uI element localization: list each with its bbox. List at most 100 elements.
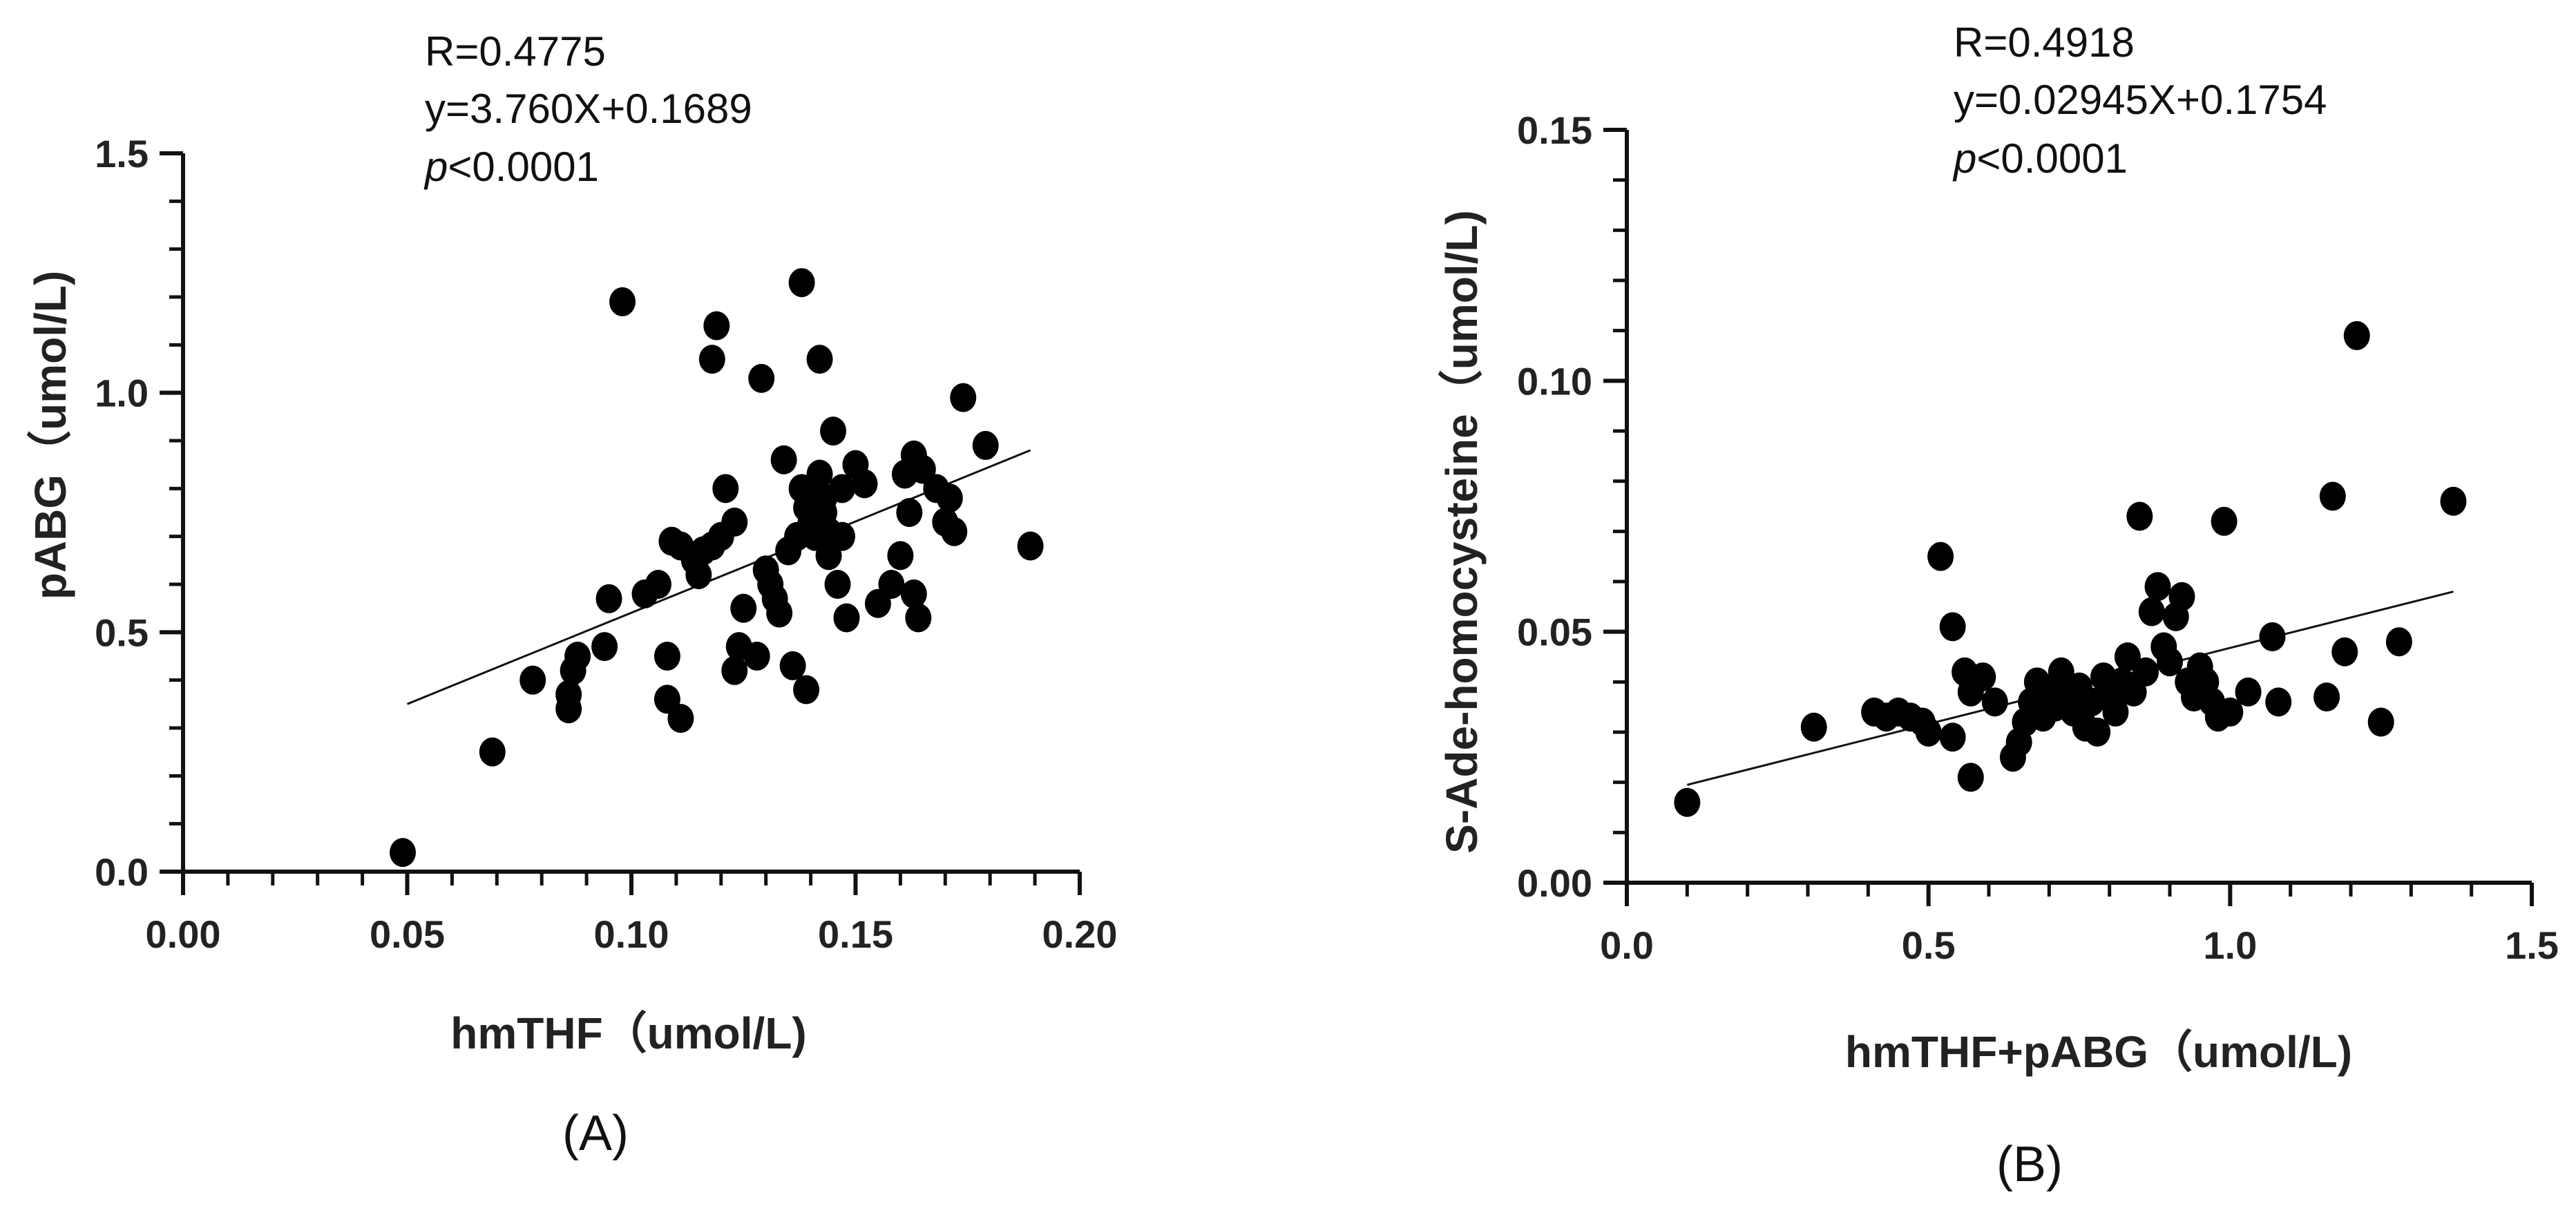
panel-b-x-axis-title: hmTHF+pABG（umol/L) [1845,1027,2352,1077]
a-data-point [667,704,694,734]
a-x-tick-label: 0.20 [1042,912,1118,956]
a-data-point [766,598,793,628]
a-data-point [905,603,932,633]
a-x-tick-label: 0.15 [818,912,893,956]
a-data-point [788,268,815,298]
a-y-tick-label: 1.0 [95,372,149,415]
b-data-point [2235,677,2262,707]
a-data-point [564,642,591,671]
a-data-point [941,517,968,546]
b-data-point [1957,763,1984,792]
panel-a-equation: y=3.760X+0.1689 [425,86,752,132]
b-y-tick-label: 0.00 [1517,861,1592,905]
b-x-tick-label: 0.5 [1902,923,1956,967]
a-data-point [698,345,725,374]
panel-a-p-symbol: p [423,144,448,190]
a-data-point [900,579,927,608]
a-data-point [806,345,833,374]
a-data-point [730,593,757,623]
b-data-point [2385,627,2412,657]
a-data-point [896,498,923,527]
a-data-point [712,474,739,504]
b-data-point [2048,657,2074,687]
a-y-tick-label: 0.0 [95,850,149,894]
panel-a-scatter: R=0.4775 y=3.760X+0.1689 p<0.0001 0.00 0.… [26,28,1118,1161]
b-data-point [1674,787,1701,817]
a-x-tick-label: 0.00 [146,912,221,956]
a-data-point [779,651,806,680]
a-data-point [793,675,820,705]
panel-a-points [390,268,1044,868]
b-x-tick-label: 0.0 [1600,923,1654,967]
panel-a-annotation: R=0.4775 y=3.760X+0.1689 p<0.0001 [423,28,752,190]
panel-a-axes: 0.00 0.05 0.10 0.15 0.20 0.0 0.5 1.0 1.5 [95,132,1117,956]
b-data-point [1981,687,2008,717]
a-data-point [653,642,680,671]
panel-b-axes: 0.0 0.5 1.0 1.5 0.00 0.05 0.10 0.15 [1517,108,2559,967]
panel-b-equation: y=0.02945X+0.1754 [1954,77,2327,123]
b-data-point [2168,582,2195,611]
a-data-point [887,541,914,571]
b-x-tick-label: 1.5 [2505,923,2559,967]
a-data-point [479,737,506,767]
a-data-point [820,416,847,446]
b-data-point [1915,718,1942,747]
a-data-point [595,584,622,613]
b-y-tick-label: 0.10 [1517,359,1592,403]
a-data-point [770,445,797,475]
panel-a-label: (A) [562,1106,629,1161]
b-data-point [1927,542,1954,571]
a-data-point [748,363,775,393]
a-data-point [743,642,770,671]
b-data-point [2157,647,2183,677]
a-data-point [555,680,582,709]
b-x-tick-label: 1.0 [2203,923,2257,967]
panel-b-points [1674,320,2467,817]
a-data-point [591,632,618,662]
b-data-point [2319,481,2346,511]
b-data-point [2259,622,2286,651]
panel-b-r-value: R=0.4918 [1954,19,2135,66]
a-data-point [519,665,546,695]
b-data-point [1939,612,1966,642]
b-data-point [2144,572,2171,602]
b-data-point [2133,657,2159,687]
a-data-point [685,560,712,590]
panel-b-scatter: R=0.4918 y=0.02945X+0.1754 p<0.0001 0.0 0… [1437,19,2559,1192]
panel-b-p-value: p<0.0001 [1952,135,2128,182]
a-data-point [878,570,905,599]
b-data-point [2138,597,2165,626]
panel-a-r-value: R=0.4775 [425,28,606,75]
panel-b-annotation: R=0.4918 y=0.02945X+0.1754 p<0.0001 [1952,19,2327,182]
a-y-tick-label: 0.5 [95,611,149,654]
b-data-point [1939,722,1966,752]
a-x-tick-label: 0.05 [370,912,445,956]
a-data-point [390,838,417,868]
b-data-point [2217,697,2244,727]
b-data-point [2331,637,2358,667]
b-data-point [2084,718,2111,747]
a-data-point [950,383,977,412]
panel-a-y-axis-title: pABG（umol/L) [26,271,75,600]
a-data-point [851,469,878,499]
panel-b-y-axis-title: S-Ade-homocysteine（umol/L) [1437,210,1487,854]
b-y-tick-label: 0.05 [1517,611,1592,654]
b-data-point [2265,687,2292,717]
b-data-point [2343,320,2370,350]
a-data-point [721,507,748,537]
panel-b-label: (B) [1996,1137,2063,1192]
b-data-point [2313,682,2340,712]
b-data-point [2114,642,2141,671]
a-data-point [645,570,671,599]
panel-a-x-axis-title: hmTHF（umol/L) [450,1008,806,1058]
panel-a-p-value: p<0.0001 [423,144,599,190]
a-y-tick-label: 1.5 [95,132,149,175]
a-data-point [609,287,636,316]
panel-b-p-symbol: p [1952,135,1976,182]
a-data-point [806,459,833,489]
b-data-point [2102,697,2129,727]
a-data-point [824,570,851,599]
b-data-point [1969,662,1996,692]
panel-b-p-threshold: <0.0001 [1976,135,2128,182]
